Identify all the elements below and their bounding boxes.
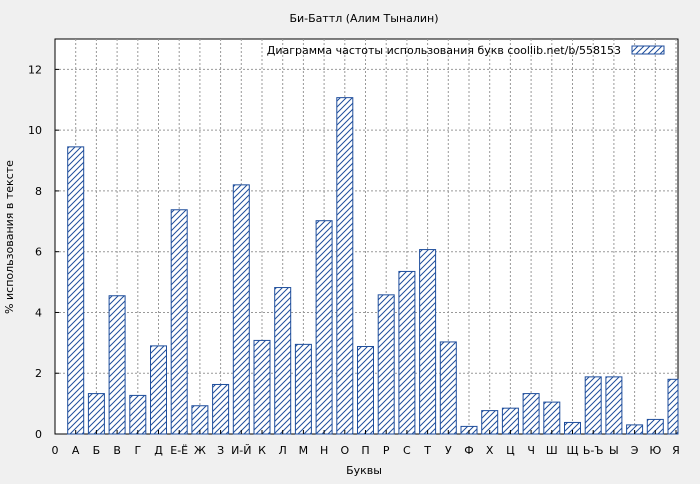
bar	[108, 295, 126, 435]
x-tick-label: Ш	[546, 444, 558, 457]
x-tick-label: Я	[672, 444, 680, 457]
x-tick-label: Ы	[609, 444, 619, 457]
bar	[170, 209, 188, 435]
x-tick-label: Г	[134, 444, 141, 457]
y-tick-label: 8	[35, 185, 42, 198]
x-tick-label: Ь-Ъ	[583, 444, 604, 457]
bar	[439, 341, 457, 435]
x-ticks: 0 А Б В Г Д Е-Ё Ж З И-Й К Л М Н О П Р С Т У Ф Х Ц Ч Ш Щ Ь-Ъ Ы Э Ю Я	[52, 430, 680, 457]
bars	[67, 97, 679, 435]
x-tick-label: Н	[320, 444, 328, 457]
bar	[150, 345, 167, 435]
bar	[398, 270, 416, 435]
bar	[667, 378, 679, 435]
x-tick-label: Л	[279, 444, 287, 457]
legend-label: Диаграмма частоты использования букв coo…	[267, 44, 621, 57]
x-tick-label: А	[72, 444, 80, 457]
x-tick-label: Щ	[566, 444, 578, 457]
bar	[232, 184, 250, 435]
x-tick-label: Т	[423, 444, 431, 457]
bar	[212, 383, 230, 435]
chart-title: Би-Баттл (Алим Тыналин)	[289, 12, 438, 25]
legend-swatch	[631, 45, 665, 55]
x-tick-label: Б	[93, 444, 101, 457]
bar	[605, 376, 623, 435]
bar	[543, 401, 561, 435]
bar	[129, 394, 147, 435]
x-tick-label: У	[445, 444, 452, 457]
x-tick-label: В	[113, 444, 121, 457]
x-tick-label: Х	[486, 444, 494, 457]
x-tick-label: С	[403, 444, 411, 457]
bar	[419, 249, 437, 435]
bar	[67, 146, 85, 435]
bar	[274, 287, 292, 435]
x-tick-label: Ф	[464, 444, 473, 457]
y-tick-label: 6	[35, 246, 42, 259]
x-tick-label: П	[361, 444, 369, 457]
y-ticks: 0 2 4 6 8 10 12	[28, 63, 59, 441]
bar	[191, 405, 209, 435]
x-tick-label: Р	[383, 444, 390, 457]
legend: Диаграмма частоты использования букв coo…	[267, 44, 665, 57]
bar	[357, 345, 374, 435]
bar	[522, 393, 540, 435]
bar	[315, 220, 333, 435]
bar	[377, 294, 395, 435]
bar	[584, 376, 602, 435]
x-tick-label: Ц	[506, 444, 515, 457]
x-tick-label: О	[340, 444, 349, 457]
x-tick-label: К	[258, 444, 266, 457]
y-tick-label: 10	[28, 124, 42, 137]
y-tick-label: 0	[35, 428, 42, 441]
x-tick-label: Е-Ё	[170, 444, 188, 457]
y-axis-label: % использования в тексте	[3, 160, 16, 314]
x-tick-label: Ю	[649, 444, 661, 457]
x-tick-label: 0	[52, 444, 59, 457]
y-tick-label: 4	[35, 306, 42, 319]
x-tick-label: Э	[631, 444, 639, 457]
x-tick-label: М	[299, 444, 309, 457]
bar	[87, 393, 105, 435]
x-tick-label: И-Й	[231, 444, 251, 457]
bar	[253, 339, 271, 435]
bar	[336, 97, 354, 435]
x-tick-label: Ч	[527, 444, 535, 457]
x-tick-label: Д	[154, 444, 163, 457]
x-tick-label: Ж	[194, 444, 206, 457]
y-tick-label: 2	[35, 367, 42, 380]
bar	[294, 343, 312, 435]
x-axis-label: Буквы	[346, 464, 382, 477]
y-tick-label: 12	[28, 63, 42, 76]
x-tick-label: З	[217, 444, 224, 457]
